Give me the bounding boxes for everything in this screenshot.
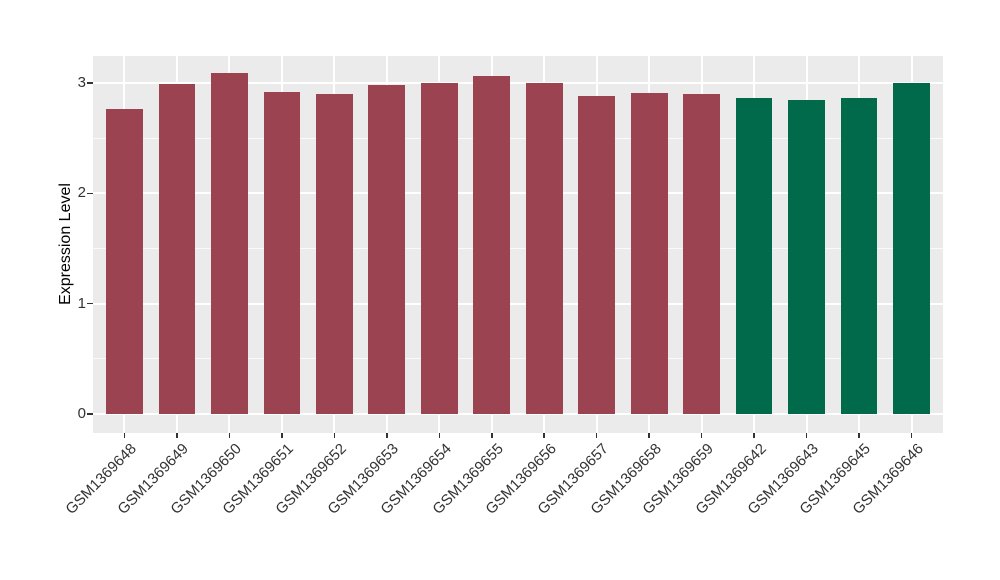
x-tick-mark-GSM1369654 [438, 433, 441, 438]
y-tick-mark-2 [87, 192, 93, 195]
y-tick-mark-0 [87, 413, 93, 415]
gridline-major-y-3 [93, 82, 943, 84]
x-tick-mark-GSM1369653 [386, 433, 388, 438]
bar-GSM1369643 [788, 99, 825, 414]
x-tick-mark-GSM1369657 [595, 433, 598, 438]
gridline-minor-y-2.5 [93, 137, 943, 139]
bar-GSM1369656 [525, 83, 563, 414]
y-tick-label-3: 3 [77, 74, 86, 91]
x-tick-mark-GSM1369646 [910, 433, 913, 438]
x-tick-mark-GSM1369651 [281, 433, 283, 438]
bar-GSM1369657 [578, 96, 616, 414]
y-tick-mark-3 [87, 82, 93, 84]
bar-GSM1369649 [158, 84, 196, 414]
bar-GSM1369652 [315, 94, 353, 414]
x-tick-mark-GSM1369652 [333, 433, 336, 438]
bar-GSM1369655 [473, 76, 511, 414]
x-tick-mark-GSM1369648 [123, 433, 126, 438]
bar-GSM1369646 [893, 83, 930, 414]
x-tick-mark-GSM1369650 [228, 433, 231, 438]
gridline-minor-y-1.5 [93, 248, 943, 249]
x-tick-mark-GSM1369649 [176, 433, 178, 438]
x-tick-mark-GSM1369643 [805, 433, 808, 438]
bar-GSM1369642 [735, 98, 773, 414]
bar-GSM1369654 [420, 83, 458, 414]
bar-GSM1369648 [106, 109, 143, 414]
bar-GSM1369658 [630, 92, 668, 414]
gridline-major-y-0 [93, 413, 943, 415]
bar-GSM1369645 [840, 98, 878, 414]
bar-GSM1369651 [263, 91, 301, 414]
bar-GSM1369653 [368, 85, 406, 414]
gridline-minor-y-0.5 [93, 358, 943, 360]
gridline-major-y-2 [93, 192, 943, 195]
y-tick-mark-1 [87, 302, 93, 305]
y-tick-label-0: 0 [77, 405, 86, 422]
gridline-major-y-1 [93, 302, 943, 305]
y-tick-label-1: 1 [77, 294, 86, 312]
y-tick-label-2: 2 [77, 184, 86, 202]
x-tick-mark-GSM1369645 [858, 433, 860, 438]
x-tick-mark-GSM1369655 [491, 433, 493, 438]
x-tick-mark-GSM1369659 [700, 433, 703, 438]
bar-GSM1369659 [683, 94, 720, 414]
x-tick-mark-GSM1369658 [648, 433, 650, 438]
x-tick-mark-GSM1369642 [753, 433, 755, 438]
x-tick-mark-GSM1369656 [543, 433, 545, 438]
plot-panel [93, 56, 943, 433]
bar-GSM1369650 [211, 73, 248, 414]
